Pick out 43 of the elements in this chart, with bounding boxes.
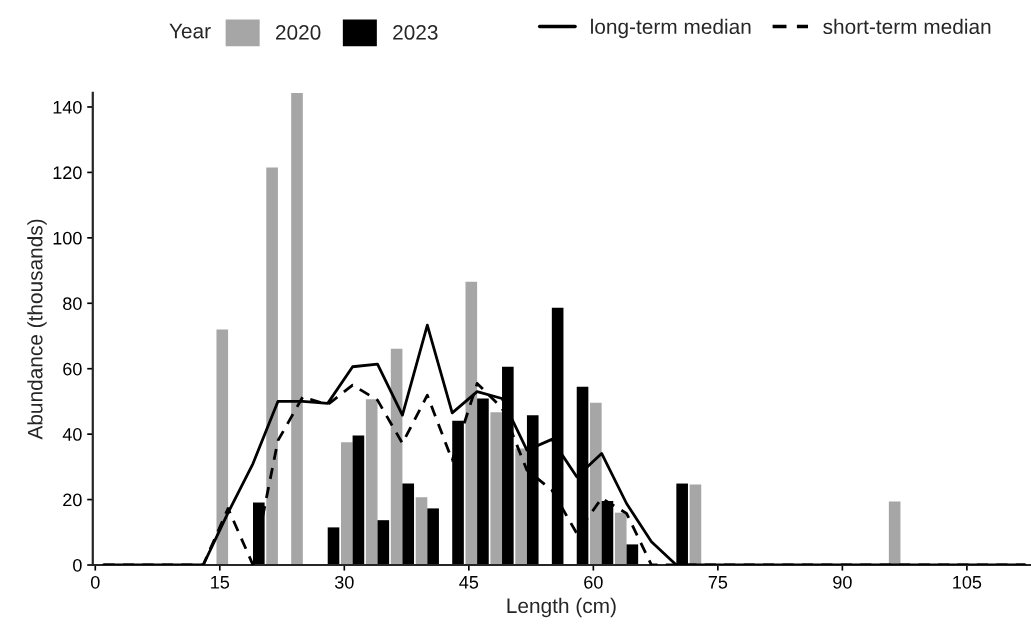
x-tick-label: 30: [334, 575, 354, 589]
y-tick-label: 80: [63, 297, 82, 310]
bar: [216, 329, 229, 566]
x-tick-label: 75: [708, 576, 728, 589]
x-tick-label: 60: [584, 575, 603, 589]
legend-title: Year: [169, 23, 211, 39]
bar: [340, 442, 353, 566]
bar: [377, 520, 390, 566]
x-tick-label: 0: [90, 575, 100, 589]
y-tick-label: 120: [53, 166, 82, 180]
x-tick-label: 90: [833, 575, 852, 589]
bar: [291, 92, 303, 566]
bar: [626, 544, 639, 566]
legend-label: 2023: [393, 25, 438, 40]
bar: [327, 527, 340, 566]
bar: [365, 399, 378, 566]
y-tick-label: 140: [53, 100, 82, 114]
bar: [888, 501, 901, 566]
bar: [590, 402, 602, 566]
bar: [266, 167, 278, 566]
y-tick-label: 40: [62, 428, 82, 441]
bar: [415, 497, 428, 566]
bar: [465, 281, 478, 566]
x-tick-label: 105: [953, 575, 982, 589]
x-tick-label: 15: [211, 576, 230, 589]
bar: [490, 412, 503, 566]
y-tick-label: 100: [53, 231, 82, 245]
bar: [427, 508, 439, 566]
y-tick-label: 60: [63, 362, 82, 376]
y-tick-label: 0: [73, 558, 82, 572]
bar: [689, 484, 702, 566]
y-tick-label: 20: [63, 493, 82, 507]
x-tick-label: 45: [459, 576, 479, 589]
bar: [390, 348, 403, 566]
x-axis-title: Length (cm): [507, 597, 616, 618]
bar: [402, 483, 415, 566]
bar: [614, 512, 627, 566]
legend-label: short-term median: [823, 18, 991, 35]
bar: [515, 448, 527, 566]
y-axis-title: Abundance (thousands): [27, 219, 47, 440]
legend-label: long-term median: [591, 18, 751, 39]
legend-label: 2020: [276, 25, 321, 40]
bar: [352, 435, 365, 566]
